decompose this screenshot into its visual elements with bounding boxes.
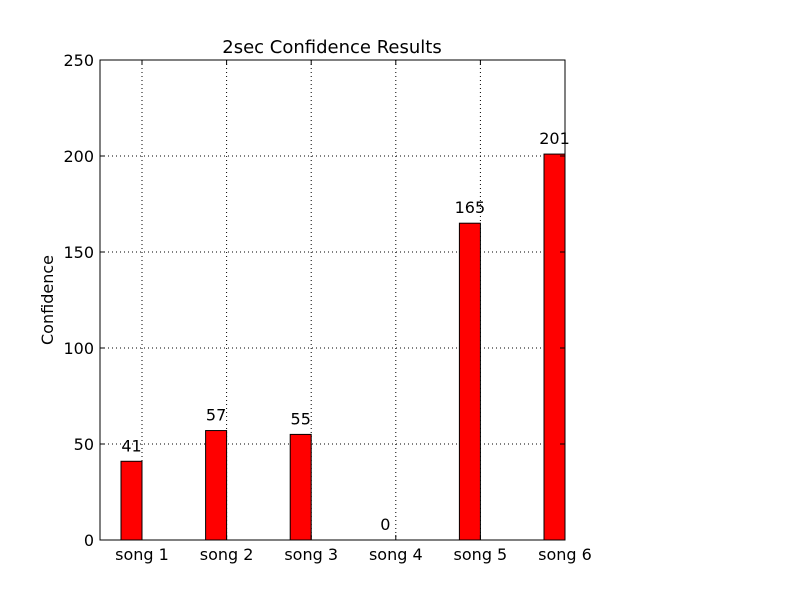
y-tick-label: 150 [63,243,94,262]
bar [543,153,566,541]
x-tick-label: song 5 [454,545,508,564]
data-label: 165 [455,198,486,217]
x-tick-label: song 6 [538,545,592,564]
data-label: 41 [121,436,141,455]
labels: 0 50 100 150 200 250 41 song 1 57 song 2 55 song 3 0… [63,51,591,564]
y-tick-label: 0 [84,531,94,550]
data-label: 55 [291,409,311,428]
y-tick-label: 100 [63,339,94,358]
bars [120,153,566,541]
x-tick-label: song 3 [284,545,338,564]
ticks [100,59,566,541]
plot-frame [99,59,566,541]
bar [289,433,312,541]
bar [205,430,228,541]
x-tick-label: song 4 [369,545,423,564]
data-label: 0 [380,515,390,534]
y-tick-label: 250 [63,51,94,70]
chart-title: 2sec Confidence Results [222,37,441,58]
x-tick-label: song 1 [115,545,169,564]
x-tick-label: song 2 [200,545,254,564]
grid-lines [100,60,566,540]
data-label: 57 [206,406,226,425]
data-label: 201 [539,129,570,148]
bar [458,222,481,541]
y-tick-label: 50 [74,435,94,454]
y-axis-label: Confidence [38,255,57,345]
bar [120,460,143,541]
y-tick-label: 200 [63,147,94,166]
